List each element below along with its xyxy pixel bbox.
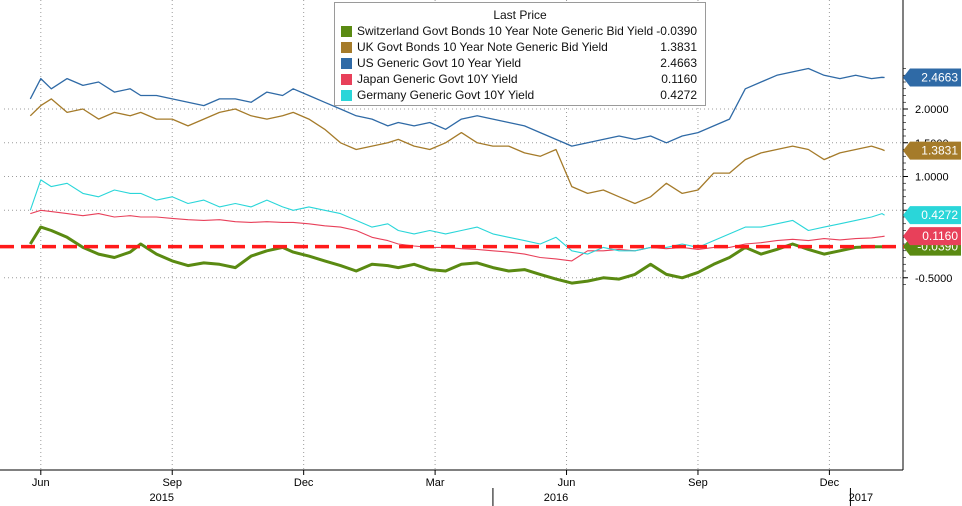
x-year-label: 2016 — [544, 492, 568, 504]
legend-series-name: US Generic Govt 10 Year Yield — [357, 56, 522, 70]
series-line-4 — [29, 179, 885, 255]
y-tick-label: 1.0000 — [915, 172, 949, 184]
legend-entry: Switzerland Govt Bonds 10 Year Note Gene… — [341, 24, 697, 40]
legend-series-name: Japan Generic Govt 10Y Yield — [357, 72, 518, 86]
last-value-badge: 0.4272 — [903, 206, 961, 225]
y-tick-label: 2.0000 — [915, 104, 949, 116]
x-month-label: Sep — [688, 477, 708, 489]
legend-swatch — [341, 26, 352, 37]
badge-value: 0.4272 — [921, 208, 958, 222]
legend-entry: UK Govt Bonds 10 Year Note Generic Bid Y… — [341, 40, 697, 56]
x-year-label: 2015 — [149, 492, 173, 504]
badge-shape — [903, 141, 961, 160]
x-month-label: Jun — [32, 477, 50, 489]
badge-value: 2.4663 — [921, 71, 958, 85]
legend-last-value: -0.0390 — [656, 24, 697, 38]
badge-value: 0.1160 — [922, 229, 958, 243]
badge-shape — [903, 227, 961, 246]
last-value-badge: 0.1160 — [903, 227, 961, 246]
legend-swatch — [341, 42, 352, 53]
legend-last-value: 2.4663 — [660, 56, 697, 70]
series-lines — [29, 67, 885, 285]
x-month-label: Sep — [162, 477, 182, 489]
series-line-2 — [29, 67, 885, 147]
legend-title: Last Price — [493, 8, 547, 22]
badge-shape — [903, 68, 961, 87]
badge-shape — [903, 206, 961, 225]
last-value-badge: 2.4663 — [903, 68, 961, 87]
legend-swatch — [341, 90, 352, 101]
legend-series-name: UK Govt Bonds 10 Year Note Generic Bid Y… — [357, 40, 608, 54]
legend-series-name: Germany Generic Govt 10Y Yield — [357, 88, 535, 102]
x-month-label: Dec — [820, 477, 840, 489]
x-month-label: Jun — [558, 477, 576, 489]
legend: Last Price Switzerland Govt Bonds 10 Yea… — [334, 2, 706, 106]
x-month-label: Mar — [426, 477, 445, 489]
badge-value: 1.3831 — [921, 144, 958, 158]
legend-last-value: 0.1160 — [661, 72, 697, 86]
legend-series-name: Switzerland Govt Bonds 10 Year Note Gene… — [357, 24, 654, 38]
x-axis: Jun Sep Dec Mar Jun Sep Dec 2015 2016 2017 — [0, 469, 903, 506]
legend-swatch — [341, 74, 352, 85]
legend-swatch — [341, 58, 352, 69]
series-line-1 — [29, 98, 885, 205]
y-tick-label: -0.5000 — [915, 273, 952, 285]
x-year-label: 2017 — [849, 492, 873, 504]
series-line-0 — [29, 225, 885, 285]
x-month-label: Dec — [294, 477, 314, 489]
legend-entry: US Generic Govt 10 Year Yield 2.4663 — [341, 56, 697, 72]
legend-entry: Japan Generic Govt 10Y Yield 0.1160 — [341, 72, 697, 88]
legend-last-value: 0.4272 — [660, 88, 697, 102]
legend-last-value: 1.3831 — [660, 40, 697, 54]
legend-entry: Germany Generic Govt 10Y Yield 0.4272 — [341, 88, 697, 104]
last-value-badge: 1.3831 — [903, 141, 961, 160]
